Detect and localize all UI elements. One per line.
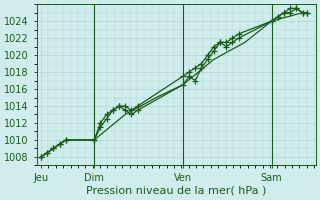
X-axis label: Pression niveau de la mer( hPa ): Pression niveau de la mer( hPa ): [86, 186, 266, 196]
